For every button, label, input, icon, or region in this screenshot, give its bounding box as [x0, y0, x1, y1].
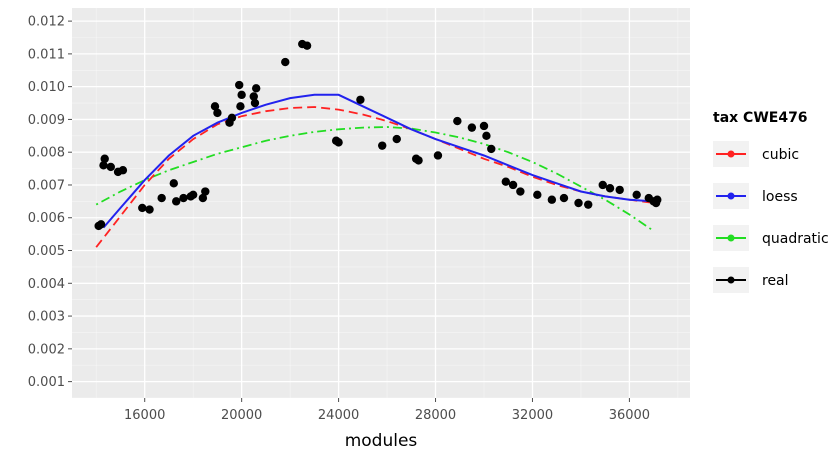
data-point [356, 95, 365, 104]
legend-label-cubic: cubic [762, 147, 799, 163]
data-point [302, 41, 312, 50]
legend-item-real: real [713, 267, 789, 293]
y-tick-label: 0.003 [28, 310, 65, 325]
x-tick-label: 28000 [415, 408, 456, 423]
data-point [378, 141, 387, 150]
x-tick-label: 16000 [124, 408, 165, 423]
y-tick-label: 0.009 [28, 113, 65, 128]
data-point [213, 108, 222, 118]
data-point [106, 162, 115, 172]
x-tick-label: 20000 [221, 408, 262, 423]
legend-label-quadratic: quadratic [762, 231, 829, 247]
data-point [236, 102, 245, 111]
data-point [201, 187, 210, 196]
data-point [100, 154, 109, 163]
data-point [235, 80, 244, 90]
data-point [501, 177, 511, 186]
data-point [169, 179, 178, 188]
legend-item-quadratic: quadratic [713, 225, 829, 251]
data-point [414, 156, 423, 165]
x-axis: 16000 20000 24000 28000 32000 36000 [124, 398, 650, 423]
data-point [615, 185, 624, 195]
data-point [172, 197, 181, 206]
y-axis: 0.001 0.002 0.003 0.004 0.005 0.006 0.007 0.008… [28, 15, 72, 390]
data-point [281, 57, 290, 67]
fit-lines [95, 93, 655, 248]
data-point [334, 138, 343, 147]
data-point [559, 193, 569, 203]
data-point [138, 203, 147, 213]
x-tick-label: 24000 [318, 408, 359, 423]
data-point [605, 184, 615, 193]
series-line-loess [102, 93, 654, 229]
y-tick-label: 0.005 [28, 244, 65, 259]
data-point [547, 195, 557, 204]
data-point [467, 123, 477, 132]
y-tick-label: 0.002 [28, 342, 65, 357]
data-point [251, 84, 261, 93]
data-point [249, 92, 258, 101]
legend-title: tax CWE476 [713, 110, 808, 126]
data-point [188, 190, 198, 200]
y-tick-label: 0.010 [28, 80, 65, 95]
data-point [227, 113, 237, 122]
data-point [574, 198, 583, 208]
legend-key-point [727, 150, 735, 158]
legend-item-loess: loess [713, 183, 798, 209]
x-axis-title: modules [345, 431, 418, 451]
data-point [237, 90, 246, 100]
legend-item-cubic: cubic [713, 141, 799, 167]
data-point [533, 190, 542, 200]
series-line-cubic [95, 106, 654, 248]
data-point [145, 205, 154, 214]
data-point [250, 98, 260, 108]
y-tick-label: 0.001 [28, 375, 65, 390]
series-line-quadratic [95, 126, 655, 232]
legend: tax CWE476 cubic loess quadratic real [713, 110, 829, 293]
data-point [479, 121, 489, 131]
data-point [516, 187, 525, 196]
data-point [482, 131, 491, 141]
x-tick-label: 36000 [609, 408, 650, 423]
legend-label-loess: loess [762, 189, 798, 205]
x-tick-label: 32000 [512, 408, 553, 423]
y-tick-label: 0.007 [28, 178, 65, 193]
data-point [632, 190, 641, 200]
data-point [157, 193, 166, 203]
data-point [653, 195, 662, 204]
data-point [433, 151, 443, 160]
y-tick-label: 0.012 [28, 15, 65, 30]
data-point [179, 193, 188, 203]
y-tick-label: 0.004 [28, 277, 65, 292]
y-tick-label: 0.008 [28, 146, 65, 161]
legend-key-point [727, 276, 735, 284]
legend-label-real: real [762, 273, 789, 289]
data-point [453, 116, 462, 126]
data-point [392, 134, 401, 144]
data-point [198, 193, 208, 203]
plot-panel [72, 8, 690, 398]
data-point [118, 166, 128, 175]
legend-key-point [727, 234, 735, 242]
y-tick-label: 0.006 [28, 211, 65, 226]
data-point [487, 144, 496, 154]
data-point [99, 161, 108, 170]
data-points [94, 39, 662, 231]
data-point [508, 180, 518, 190]
y-tick-label: 0.011 [28, 47, 65, 62]
data-point [96, 220, 106, 229]
data-point [584, 200, 593, 209]
legend-key-point [727, 192, 735, 200]
data-point [598, 180, 607, 190]
data-point [210, 102, 220, 111]
